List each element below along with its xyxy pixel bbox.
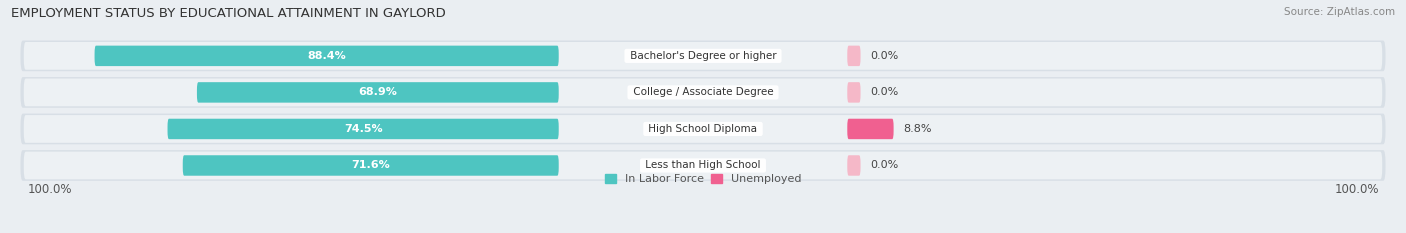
FancyBboxPatch shape — [21, 77, 1385, 108]
FancyBboxPatch shape — [21, 150, 1385, 181]
FancyBboxPatch shape — [197, 82, 558, 103]
Text: College / Associate Degree: College / Associate Degree — [630, 87, 776, 97]
Text: High School Diploma: High School Diploma — [645, 124, 761, 134]
Text: EMPLOYMENT STATUS BY EDUCATIONAL ATTAINMENT IN GAYLORD: EMPLOYMENT STATUS BY EDUCATIONAL ATTAINM… — [11, 7, 446, 20]
FancyBboxPatch shape — [24, 115, 1382, 143]
FancyBboxPatch shape — [94, 46, 558, 66]
FancyBboxPatch shape — [21, 114, 1385, 144]
FancyBboxPatch shape — [848, 46, 860, 66]
FancyBboxPatch shape — [848, 119, 894, 139]
Text: 100.0%: 100.0% — [27, 183, 72, 196]
Legend: In Labor Force, Unemployed: In Labor Force, Unemployed — [600, 170, 806, 189]
FancyBboxPatch shape — [21, 41, 1385, 71]
FancyBboxPatch shape — [24, 152, 1382, 179]
FancyBboxPatch shape — [848, 82, 860, 103]
Text: 0.0%: 0.0% — [870, 161, 898, 171]
Text: 88.4%: 88.4% — [308, 51, 346, 61]
FancyBboxPatch shape — [848, 155, 860, 176]
FancyBboxPatch shape — [183, 155, 558, 176]
FancyBboxPatch shape — [24, 42, 1382, 70]
Text: 0.0%: 0.0% — [870, 87, 898, 97]
Text: Bachelor's Degree or higher: Bachelor's Degree or higher — [627, 51, 779, 61]
Text: 0.0%: 0.0% — [870, 51, 898, 61]
Text: 71.6%: 71.6% — [352, 161, 389, 171]
Text: 100.0%: 100.0% — [1334, 183, 1379, 196]
Text: 68.9%: 68.9% — [359, 87, 398, 97]
FancyBboxPatch shape — [24, 79, 1382, 106]
Text: 8.8%: 8.8% — [904, 124, 932, 134]
Text: Source: ZipAtlas.com: Source: ZipAtlas.com — [1284, 7, 1395, 17]
Text: 74.5%: 74.5% — [344, 124, 382, 134]
FancyBboxPatch shape — [167, 119, 558, 139]
Text: Less than High School: Less than High School — [643, 161, 763, 171]
